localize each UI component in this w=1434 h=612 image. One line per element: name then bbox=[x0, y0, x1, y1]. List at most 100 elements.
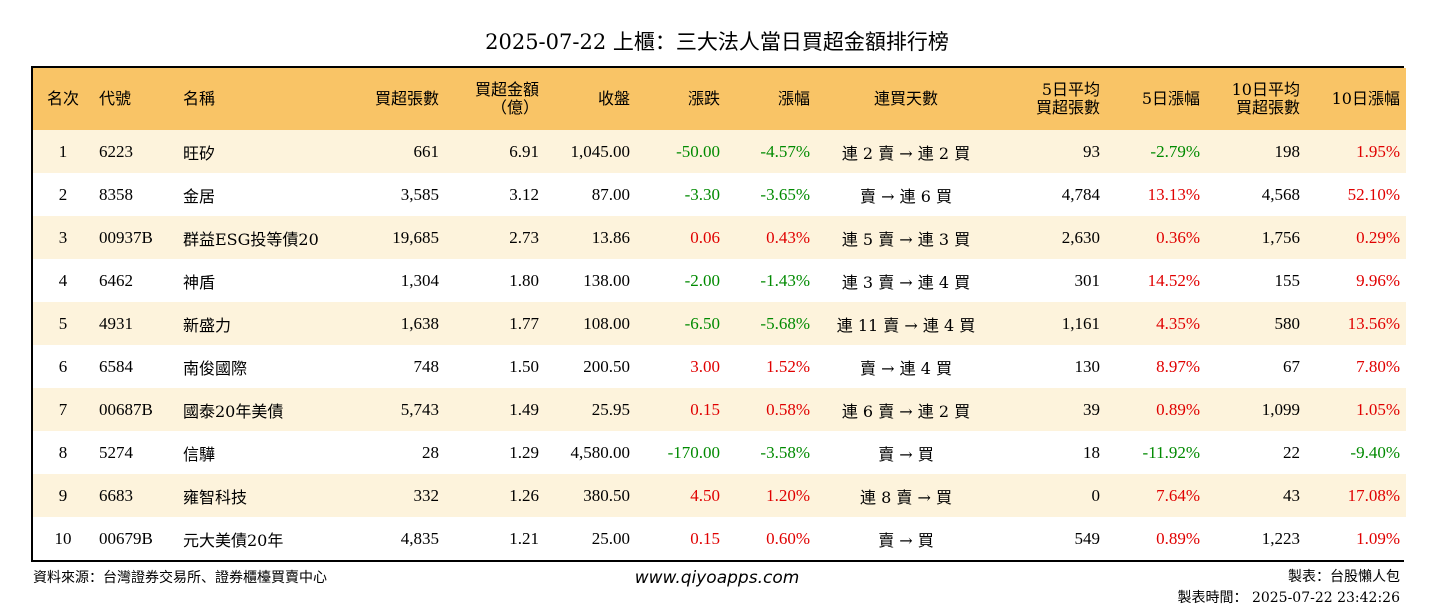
site-url: www.qiyoapps.com bbox=[634, 568, 800, 588]
cell-avg10: 1,223 bbox=[1261, 528, 1300, 548]
cell-close: 200.50 bbox=[583, 356, 630, 376]
cell-name: 新盛力 bbox=[183, 315, 232, 335]
table-row: 8 5274 信驊 28 1.29 4,580.00 -170.00 -3.58% 賣 → 買 1… bbox=[33, 431, 1406, 474]
cell-code: 00687B bbox=[99, 399, 153, 419]
cell-buy-lots: 19,685 bbox=[392, 227, 439, 247]
cell-buy-amount: 2.73 bbox=[509, 227, 539, 247]
cell-pct5: -11.92% bbox=[1142, 442, 1200, 462]
cell-change: -2.00 bbox=[684, 270, 720, 290]
cell-code: 00679B bbox=[99, 528, 153, 548]
cell-code: 00937B bbox=[99, 227, 153, 247]
cell-pct5: 7.64% bbox=[1156, 485, 1200, 505]
cell-close: 380.50 bbox=[583, 485, 630, 505]
cell-streak: 連 5 賣 → 連 3 買 bbox=[841, 229, 971, 249]
cell-avg10: 43 bbox=[1283, 485, 1300, 505]
cell-avg5: 93 bbox=[1083, 141, 1100, 161]
cell-avg10: 580 bbox=[1274, 313, 1301, 333]
cell-change: 3.00 bbox=[690, 356, 720, 376]
cell-avg5: 130 bbox=[1074, 356, 1101, 376]
table-row: 7 00687B 國泰20年美債 5,743 1.49 25.95 0.15 0.58% 連 6… bbox=[33, 388, 1406, 431]
col-change: 漲跌 bbox=[687, 89, 720, 108]
cell-close: 87.00 bbox=[591, 184, 630, 204]
cell-change: 0.15 bbox=[690, 399, 720, 419]
table-row: 3 00937B 群益ESG投等債20 19,685 2.73 13.86 0.06 0.43… bbox=[33, 216, 1406, 259]
cell-buy-amount: 1.49 bbox=[509, 399, 539, 419]
made-time: 製表時間： 2025-07-22 23:42:26 bbox=[1177, 590, 1401, 606]
cell-avg5: 0 bbox=[1091, 485, 1101, 505]
cell-pct5: 14.52% bbox=[1147, 270, 1200, 290]
cell-buy-lots: 5,743 bbox=[400, 399, 439, 419]
cell-avg5: 301 bbox=[1074, 270, 1101, 290]
cell-pct5: 0.89% bbox=[1156, 399, 1200, 419]
cell-close: 4,580.00 bbox=[570, 442, 631, 462]
cell-rank: 1 bbox=[58, 141, 68, 161]
cell-close: 13.86 bbox=[591, 227, 630, 247]
ranking-table: 名次 代號 名稱 買超張數 買超金額 （億） 收盤 漲跌 漲幅 連買天數 5日平… bbox=[31, 66, 1406, 562]
cell-buy-amount: 3.12 bbox=[509, 184, 539, 204]
cell-streak: 連 2 賣 → 連 2 買 bbox=[841, 143, 971, 163]
cell-buy-amount: 1.50 bbox=[509, 356, 539, 376]
col-close: 收盤 bbox=[597, 89, 630, 108]
cell-change-pct: 0.43% bbox=[766, 227, 810, 247]
cell-pct5: 13.13% bbox=[1147, 184, 1200, 204]
cell-change-pct: 1.20% bbox=[766, 485, 810, 505]
table-row: 1 6223 旺矽 661 6.91 1,045.00 -50.00 -4.57% 連 2 賣 … bbox=[33, 130, 1406, 173]
cell-streak: 連 11 賣 → 連 4 買 bbox=[836, 315, 976, 335]
col-rank: 名次 bbox=[46, 89, 79, 108]
cell-name: 信驊 bbox=[183, 444, 216, 464]
cell-name: 神盾 bbox=[183, 272, 216, 292]
cell-code: 6683 bbox=[99, 485, 133, 505]
cell-buy-lots: 28 bbox=[422, 442, 439, 462]
cell-buy-lots: 748 bbox=[413, 356, 440, 376]
cell-code: 8358 bbox=[99, 184, 133, 204]
cell-buy-amount: 1.80 bbox=[509, 270, 539, 290]
cell-buy-lots: 4,835 bbox=[400, 528, 439, 548]
table-row: 9 6683 雍智科技 332 1.26 380.50 4.50 1.20% 連 8 賣 → 買… bbox=[33, 474, 1406, 517]
cell-pct10: 17.08% bbox=[1347, 485, 1400, 505]
col-name: 名稱 bbox=[183, 89, 216, 108]
cell-streak: 連 6 賣 → 連 2 買 bbox=[841, 401, 971, 421]
cell-close: 25.95 bbox=[591, 399, 630, 419]
cell-code: 4931 bbox=[99, 313, 133, 333]
cell-pct10: 1.95% bbox=[1356, 141, 1400, 161]
cell-change: -50.00 bbox=[676, 141, 720, 161]
cell-change-pct: -4.57% bbox=[760, 141, 810, 161]
table-row: 10 00679B 元大美債20年 4,835 1.21 25.00 0.15 0.60% 賣 … bbox=[33, 517, 1406, 560]
cell-buy-lots: 1,638 bbox=[400, 313, 439, 333]
cell-avg5: 1,161 bbox=[1061, 313, 1100, 333]
cell-name: 金居 bbox=[183, 186, 216, 206]
cell-name: 旺矽 bbox=[183, 143, 216, 163]
cell-pct10: -9.40% bbox=[1350, 442, 1400, 462]
col-code: 代號 bbox=[99, 89, 132, 108]
cell-pct5: 4.35% bbox=[1156, 313, 1200, 333]
cell-name: 雍智科技 bbox=[183, 487, 248, 507]
cell-avg10: 155 bbox=[1274, 270, 1301, 290]
cell-buy-lots: 332 bbox=[413, 485, 440, 505]
cell-change-pct: 0.60% bbox=[766, 528, 810, 548]
cell-pct10: 0.29% bbox=[1356, 227, 1400, 247]
cell-change: 0.06 bbox=[690, 227, 720, 247]
col-change-pct: 漲幅 bbox=[777, 89, 810, 108]
cell-pct5: 0.89% bbox=[1156, 528, 1200, 548]
col-avg5-line1: 5日平均 bbox=[1041, 80, 1100, 99]
col-avg5: 5日平均 買超張數 bbox=[996, 68, 1106, 130]
cell-pct10: 13.56% bbox=[1347, 313, 1400, 333]
cell-buy-amount: 1.26 bbox=[509, 485, 539, 505]
cell-code: 6462 bbox=[99, 270, 133, 290]
cell-change-pct: -5.68% bbox=[760, 313, 810, 333]
cell-avg10: 22 bbox=[1283, 442, 1300, 462]
cell-avg10: 4,568 bbox=[1261, 184, 1300, 204]
cell-change-pct: -3.58% bbox=[760, 442, 810, 462]
col-pct5: 5日漲幅 bbox=[1141, 89, 1200, 108]
maker-label: 製表：台股懶人包 bbox=[1288, 569, 1400, 585]
cell-change-pct: 1.52% bbox=[766, 356, 810, 376]
col-pct10: 10日漲幅 bbox=[1331, 89, 1400, 108]
table-row: 2 8358 金居 3,585 3.12 87.00 -3.30 -3.65% 賣 → 連 6 … bbox=[33, 173, 1406, 216]
table-row: 6 6584 南俊國際 748 1.50 200.50 3.00 1.52% 賣 → 連 4 買… bbox=[33, 345, 1406, 388]
cell-pct5: 8.97% bbox=[1156, 356, 1200, 376]
col-buy-amount: 買超金額 （億） bbox=[445, 68, 545, 130]
cell-rank: 4 bbox=[58, 270, 68, 290]
cell-close: 108.00 bbox=[583, 313, 630, 333]
cell-pct10: 52.10% bbox=[1347, 184, 1400, 204]
col-avg10: 10日平均 買超張數 bbox=[1206, 68, 1306, 130]
